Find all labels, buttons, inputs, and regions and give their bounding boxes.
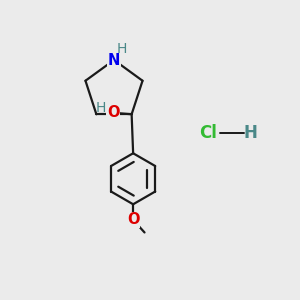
Text: O: O xyxy=(127,212,140,227)
Text: H: H xyxy=(244,124,257,142)
Text: H: H xyxy=(96,101,106,115)
Text: N: N xyxy=(108,52,120,68)
Text: H: H xyxy=(116,42,127,56)
Text: O: O xyxy=(107,105,119,120)
Text: Cl: Cl xyxy=(200,124,217,142)
